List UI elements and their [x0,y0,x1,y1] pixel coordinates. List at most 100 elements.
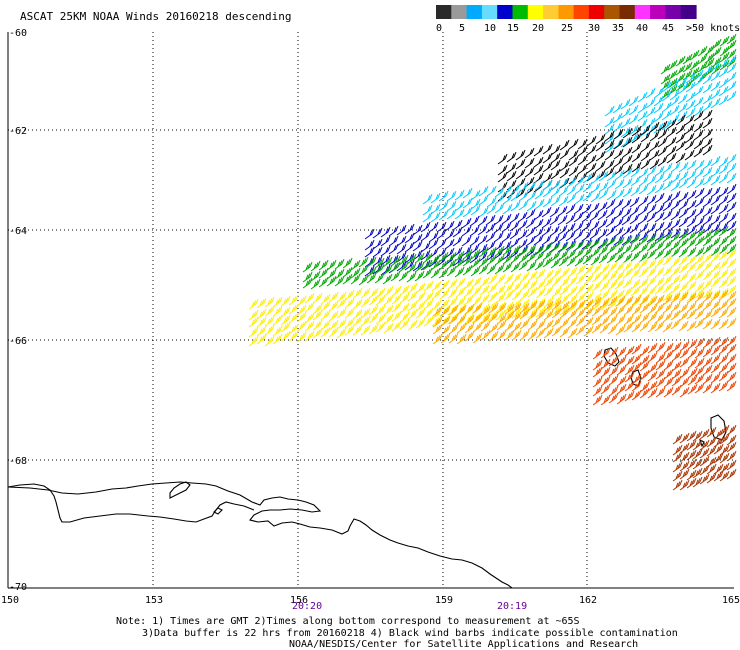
wind-barb [432,333,443,345]
wind-barb [607,295,618,307]
wind-barb [616,364,627,376]
wind-barb [686,320,697,332]
wind-barb [454,266,465,278]
wind-barb [364,246,375,258]
wind-barb [582,181,593,193]
wind-barb [678,207,689,219]
wind-barb [702,222,713,234]
wind-barb [692,439,703,451]
wind-barb [630,260,641,272]
wind-barb [352,315,363,327]
wind-barb [526,200,537,212]
wind-barb [461,235,472,247]
wind-barb [430,253,441,265]
lat-label: -64 [9,226,27,237]
wind-barb [686,272,697,284]
wind-barb [702,252,713,264]
wind-barb [702,166,713,178]
wind-barb [280,314,291,326]
wind-barb [614,270,625,282]
wind-barb [655,359,666,371]
wind-barb [336,327,347,339]
wind-barb [493,214,504,226]
wind-barb [647,387,658,399]
wind-barb [719,452,730,464]
wind-barb [535,319,546,331]
wind-barb [566,192,577,204]
wind-barb [541,234,552,246]
wind-barb [726,48,737,60]
wind-barb [334,268,345,280]
wind-barb [677,76,688,88]
wind-barb [654,203,665,215]
wind-barb [638,285,649,297]
wind-barb [662,282,673,294]
wind-barb [694,235,705,247]
legend-swatch [650,5,666,19]
wind-barb [687,357,698,369]
wind-barb [678,320,689,332]
wind-barb [318,267,329,279]
wind-barb [518,252,529,264]
wind-barb [582,239,593,251]
wind-barb [685,107,696,119]
wind-barb [360,315,371,327]
wind-barb [420,230,431,242]
wind-barb [590,173,601,185]
wind-barb [420,249,431,261]
wind-barb [541,206,552,218]
wind-barb [591,305,602,317]
wind-barb [368,294,379,306]
wind-barb [653,87,664,99]
wind-barb [662,220,673,232]
lat-label: -62 [9,126,27,137]
wind-barb [654,283,665,295]
wind-barb [646,285,657,297]
wind-barb [702,318,713,330]
wind-barb [519,280,530,292]
wind-barb [469,225,480,237]
wind-barb [375,313,386,325]
wind-barb [622,163,633,175]
wind-barb [575,315,586,327]
wind-barb [702,100,713,112]
wind-barb [592,359,603,371]
wind-barb [718,203,729,215]
wind-barb [639,387,650,399]
wind-barb [621,207,632,219]
wind-barb [699,439,710,451]
wind-barb [364,228,375,240]
wind-barb [667,69,678,81]
wind-barb [679,432,690,444]
wind-barb [352,324,363,336]
wind-barb [624,371,635,383]
wind-barb [486,263,497,275]
wind-barb [383,304,394,316]
wind-barb [525,235,536,247]
wind-barb [519,308,530,320]
wind-barb [726,162,737,174]
wind-barb [649,158,660,170]
wind-barb [527,309,538,321]
wind-barb [686,237,697,249]
wind-barb [525,226,536,238]
wind-barb [631,142,642,154]
wind-barb [606,235,617,247]
wind-barb [613,128,624,140]
wind-barb [446,200,457,212]
wind-barb [678,262,689,274]
wind-barb [628,124,639,136]
wind-barb [646,240,657,252]
wind-barb [622,235,633,247]
wind-barb [550,241,561,253]
wind-barb [686,159,697,171]
wind-barb [686,169,697,181]
wind-barb [440,305,451,317]
wind-barb [366,266,377,278]
legend-label: 35 [612,23,624,34]
wind-barb [497,164,508,176]
wind-barb [574,247,585,259]
wind-barb [438,259,449,271]
wind-barb [608,385,619,397]
wind-barb [671,384,682,396]
